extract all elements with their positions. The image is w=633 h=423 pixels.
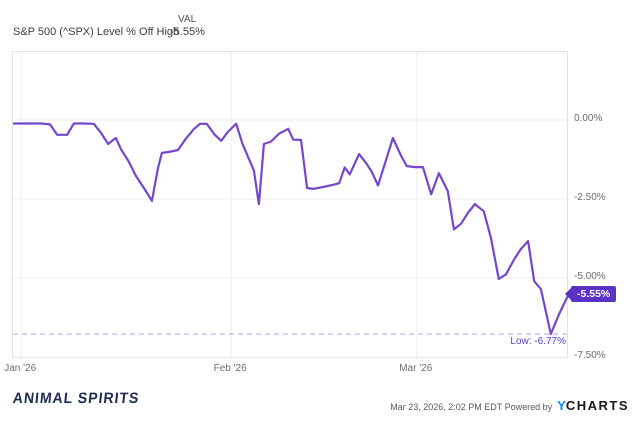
y-axis-label: -5.00% bbox=[574, 271, 606, 283]
y-axis-label: 0.00% bbox=[574, 112, 603, 124]
price-line-chart bbox=[13, 52, 569, 359]
y-axis-label: -2.50% bbox=[574, 192, 606, 204]
y-axis-label: -7.50% bbox=[574, 350, 606, 362]
last-value-badge-label: -5.55% bbox=[577, 288, 611, 301]
x-axis-label: Feb '26 bbox=[213, 363, 247, 374]
attribution: Mar 23, 2026, 2:02 PM EDT Powered by YCH… bbox=[390, 398, 629, 413]
current-value: -5.55% bbox=[170, 26, 205, 38]
timestamp: Mar 23, 2026, 2:02 PM EDT Powered by bbox=[390, 402, 553, 412]
x-axis-label: Mar '26 bbox=[399, 363, 433, 374]
animal-spirits-logo: ANIMAL SPIRITS bbox=[12, 388, 141, 406]
x-axis-label: Jan '26 bbox=[4, 363, 37, 374]
ycharts-logo: YCHARTS bbox=[557, 398, 629, 413]
last-value-badge: -5.55% bbox=[564, 286, 617, 303]
chart-title: S&P 500 (^SPX) Level % Off High bbox=[13, 26, 180, 38]
plot-area[interactable] bbox=[12, 51, 569, 359]
spx-series-line bbox=[13, 122, 569, 336]
val-column-header: VAL bbox=[178, 14, 197, 25]
low-annotation-label: Low: -6.77% bbox=[510, 336, 566, 348]
